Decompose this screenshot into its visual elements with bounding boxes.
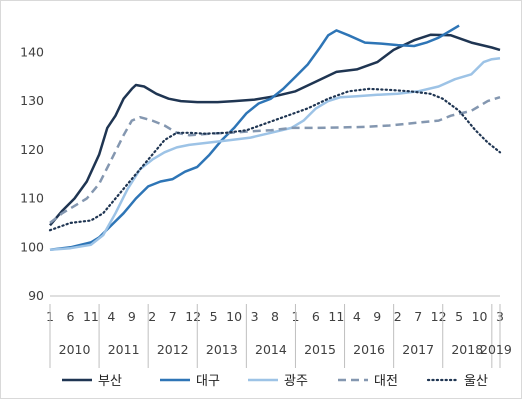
series-line-2	[49, 24, 460, 251]
x-year-tick-label: 2016	[353, 342, 385, 357]
x-year-tick-label: 2011	[108, 342, 140, 357]
y-tick-label: 120	[20, 142, 44, 157]
legend-label: 대구	[196, 374, 220, 389]
series-line-5	[48, 87, 502, 232]
x-month-tick-label: 9	[128, 309, 136, 324]
y-tick-label: 90	[28, 288, 44, 303]
y-tick-label: 110	[20, 191, 44, 206]
legend-label: 울산	[464, 374, 488, 389]
series-line-1	[49, 33, 501, 227]
x-year-tick-label: 2014	[255, 342, 287, 357]
x-month-tick-label: 7	[414, 309, 422, 324]
x-month-tick-label: 11	[328, 309, 344, 324]
x-month-tick-label: 5	[210, 309, 218, 324]
x-month-tick-label: 8	[271, 309, 279, 324]
x-month-tick-label: 12	[185, 309, 201, 324]
x-month-tick-label: 4	[107, 309, 115, 324]
series-line-4	[49, 96, 501, 224]
x-month-tick-label: 6	[312, 309, 320, 324]
x-month-tick-label: 2	[148, 309, 156, 324]
x-year-tick-label: 2012	[157, 342, 189, 357]
x-year-tick-label: 2018	[451, 342, 483, 357]
x-month-tick-label: 4	[353, 309, 361, 324]
x-month-tick-label: 6	[66, 309, 74, 324]
x-month-tick-label: 2	[394, 309, 402, 324]
x-month-tick-label: 11	[83, 309, 99, 324]
y-tick-label: 100	[20, 239, 44, 254]
x-month-tick-label: 9	[373, 309, 381, 324]
x-year-tick-label: 2019	[480, 342, 512, 357]
x-year-tick-label: 2013	[206, 342, 238, 357]
legend-label: 부산	[98, 374, 122, 389]
x-month-tick-label: 10	[226, 309, 242, 324]
y-tick-label: 140	[20, 44, 44, 59]
x-year-tick-label: 2015	[304, 342, 336, 357]
x-month-tick-label: 3	[251, 309, 259, 324]
legend-label: 대전	[374, 374, 398, 389]
x-year-tick-label: 2010	[59, 342, 91, 357]
x-month-tick-label: 12	[431, 309, 447, 324]
y-tick-label: 130	[20, 93, 44, 108]
x-month-tick-label: 7	[169, 309, 177, 324]
x-month-tick-label: 10	[472, 309, 488, 324]
x-month-tick-label: 5	[455, 309, 463, 324]
legend-label: 광주	[284, 374, 308, 389]
x-year-tick-label: 2017	[402, 342, 434, 357]
